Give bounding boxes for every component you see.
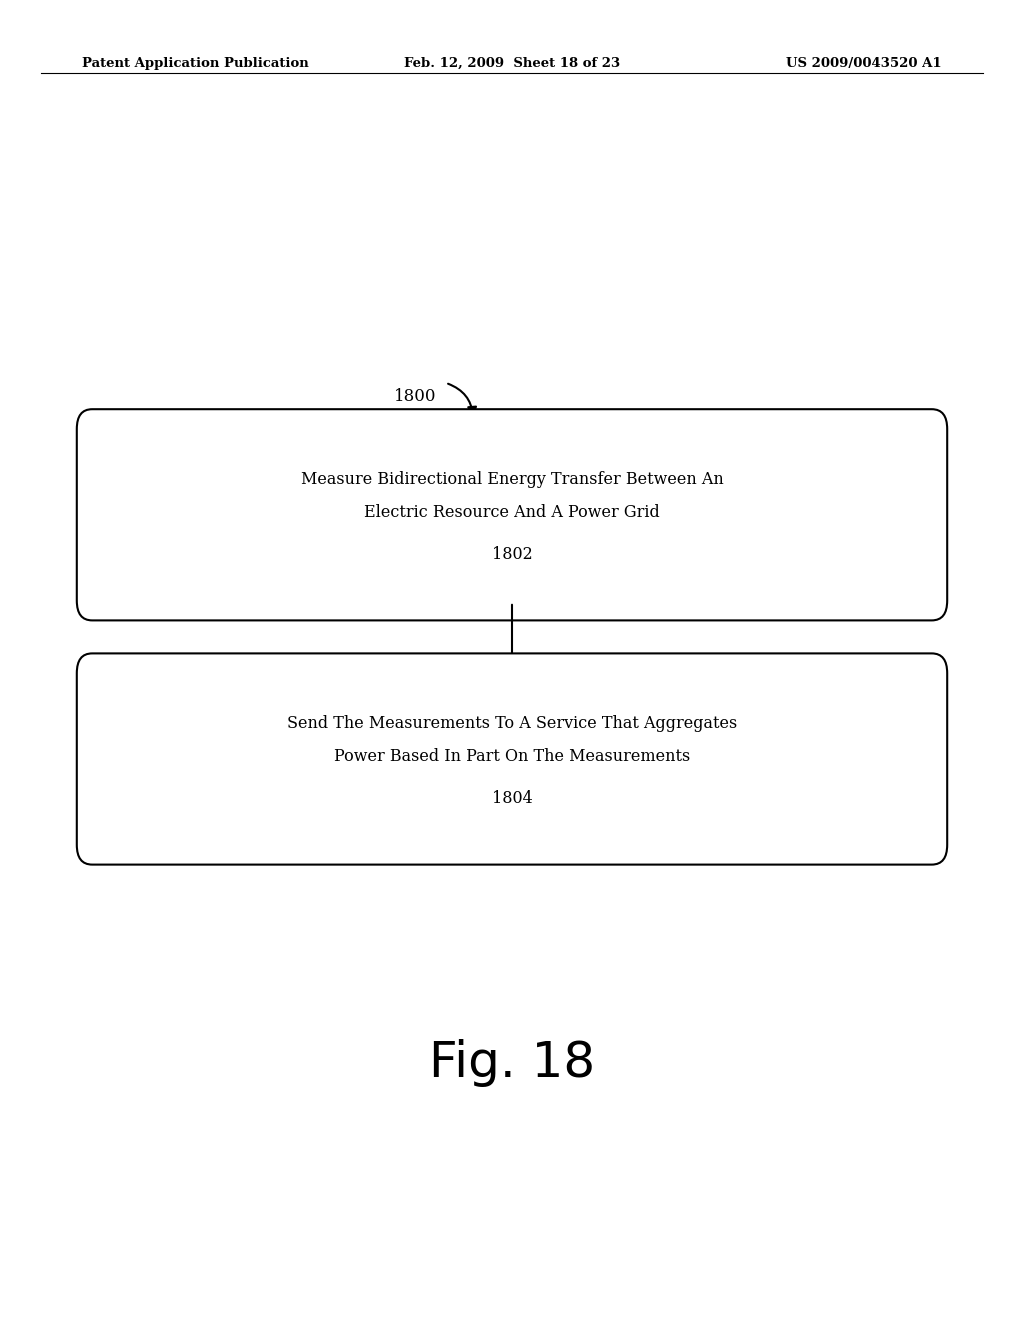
Text: 1804: 1804 bbox=[492, 791, 532, 807]
Text: Feb. 12, 2009  Sheet 18 of 23: Feb. 12, 2009 Sheet 18 of 23 bbox=[403, 57, 621, 70]
Text: Measure Bidirectional Energy Transfer Between An: Measure Bidirectional Energy Transfer Be… bbox=[301, 471, 723, 487]
Text: US 2009/0043520 A1: US 2009/0043520 A1 bbox=[786, 57, 942, 70]
Text: 1802: 1802 bbox=[492, 546, 532, 562]
Text: 1800: 1800 bbox=[394, 388, 437, 404]
FancyBboxPatch shape bbox=[77, 409, 947, 620]
Text: Electric Resource And A Power Grid: Electric Resource And A Power Grid bbox=[365, 504, 659, 520]
Text: Patent Application Publication: Patent Application Publication bbox=[82, 57, 308, 70]
Text: Send The Measurements To A Service That Aggregates: Send The Measurements To A Service That … bbox=[287, 715, 737, 731]
FancyBboxPatch shape bbox=[77, 653, 947, 865]
Text: Power Based In Part On The Measurements: Power Based In Part On The Measurements bbox=[334, 748, 690, 764]
Text: Fig. 18: Fig. 18 bbox=[429, 1039, 595, 1086]
